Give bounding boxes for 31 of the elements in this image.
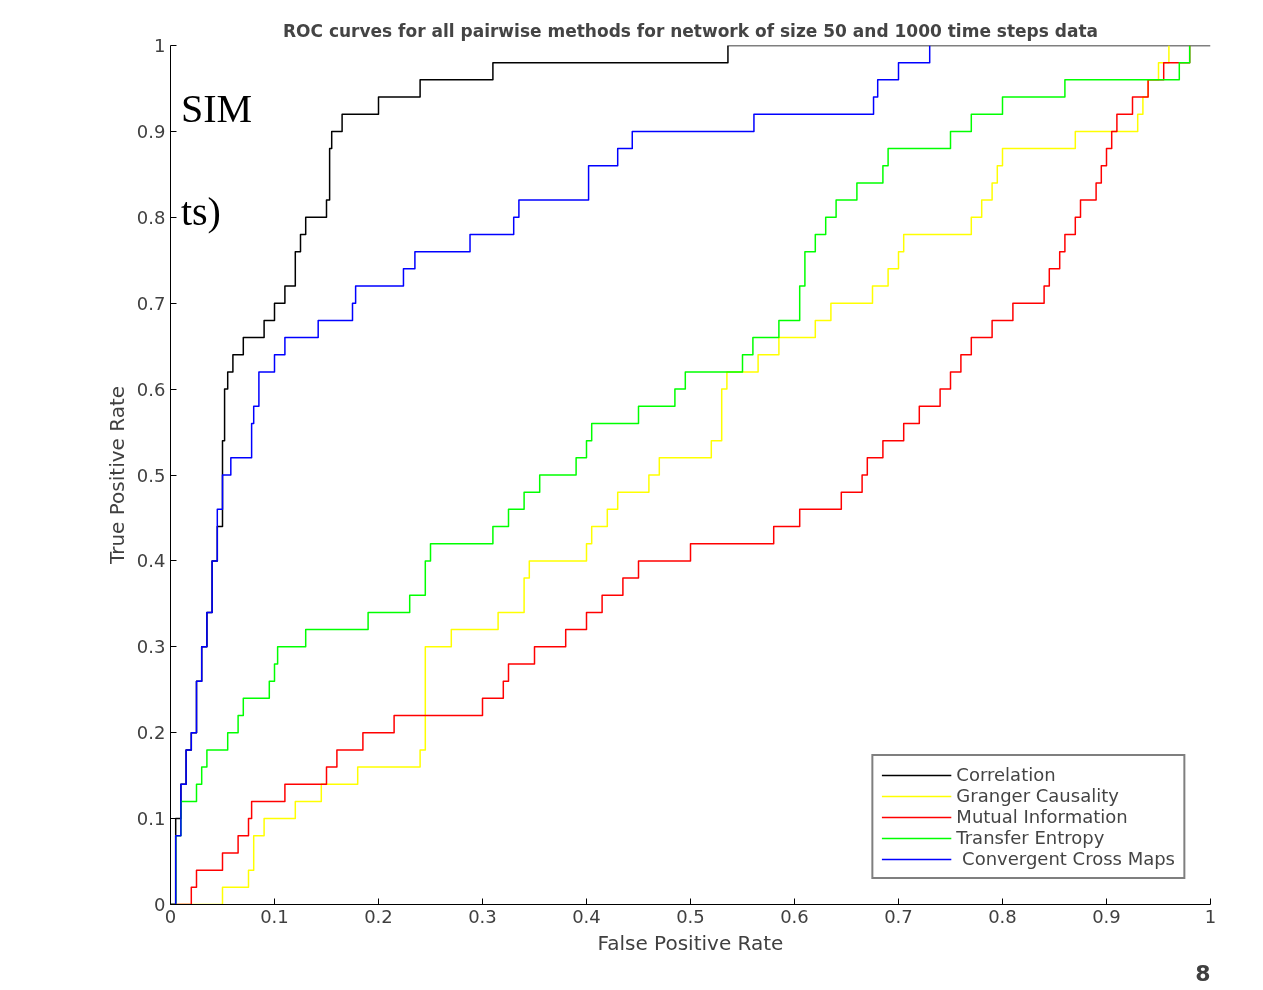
legend-label: Convergent Cross Maps: [961, 848, 1175, 869]
y-tick-label: 0.6: [136, 378, 166, 400]
legend-label: Mutual Information: [956, 806, 1128, 827]
y-axis-title: True Positive Rate: [104, 385, 129, 566]
x-tick-label: 0.3: [468, 905, 497, 927]
y-tick-label: 0.2: [136, 722, 166, 744]
y-tick-label: 0.5: [136, 464, 166, 486]
x-tick-label: 0.1: [260, 905, 289, 927]
y-tick-label: 0.1: [136, 808, 166, 830]
x-tick-label: 0.7: [884, 905, 913, 927]
y-tick-label: 0.7: [136, 292, 166, 314]
x-tick-label: 0.5: [676, 905, 705, 927]
y-tick-label: 0.3: [136, 636, 166, 658]
x-tick-label: 0.6: [780, 905, 809, 927]
x-axis-title: False Positive Rate: [597, 930, 784, 955]
x-tick-label: 0.4: [572, 905, 601, 927]
y-tick-label: 0.4: [136, 550, 166, 572]
x-tick-label: 0.9: [1092, 905, 1121, 927]
y-tick-label: 1: [154, 35, 166, 56]
legend-label: Granger Causality: [956, 785, 1119, 806]
annotation: ts): [180, 189, 221, 235]
legend-label: Transfer Entropy: [956, 827, 1105, 848]
y-tick-label: 0.9: [136, 120, 166, 142]
legend-label: Correlation: [956, 764, 1056, 785]
x-tick-label: 0.2: [364, 905, 393, 927]
x-tick-label: 1: [1204, 905, 1217, 927]
y-tick-label: 0.8: [136, 206, 166, 228]
annotation: SIM: [180, 86, 253, 132]
text: 8: [1195, 960, 1211, 986]
x-tick-label: 0.8: [988, 905, 1017, 927]
chart-title: ROC curves for all pairwise methods for network of size 50 and 1000 time steps data: [282, 20, 1099, 41]
